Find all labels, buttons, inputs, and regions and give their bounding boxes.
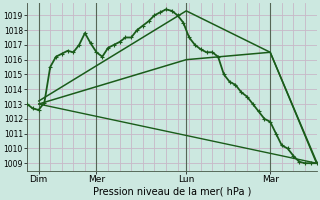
X-axis label: Pression niveau de la mer( hPa ): Pression niveau de la mer( hPa ) xyxy=(92,187,251,197)
